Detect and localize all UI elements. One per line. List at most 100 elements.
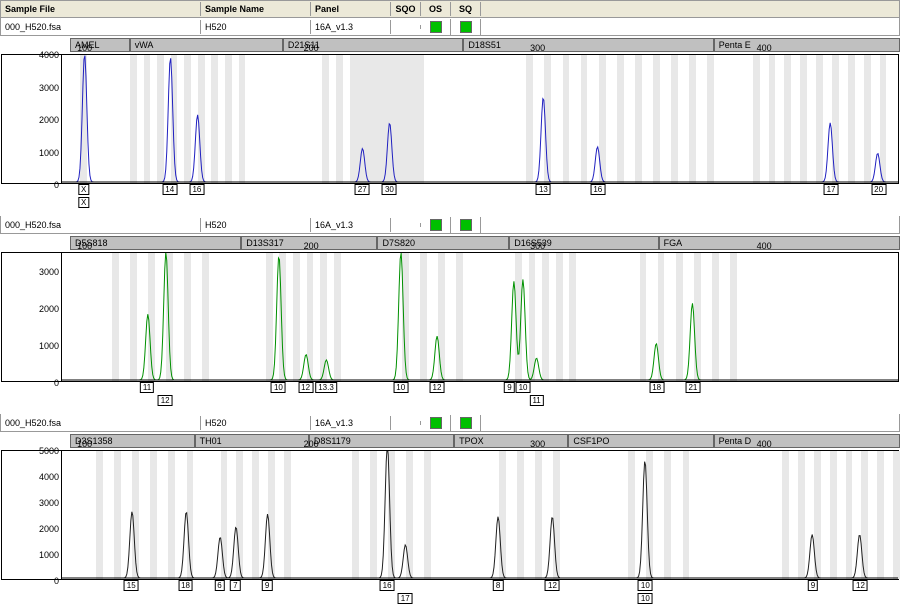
y-tick-label: 1000 <box>39 550 59 560</box>
status-green-icon <box>430 417 442 429</box>
locus-label[interactable]: Penta D <box>714 434 900 448</box>
electropherogram-chart[interactable]: 010002000300040005000100200300400 <box>1 450 899 580</box>
allele-call[interactable]: 10 <box>393 382 408 393</box>
allele-call[interactable]: 7 <box>230 580 240 591</box>
locus-label[interactable]: D8S1179 <box>309 434 454 448</box>
allele-call[interactable]: 20 <box>871 184 886 195</box>
allele-call[interactable]: 17 <box>398 593 413 604</box>
sample-file-cell: 000_H520.fsa <box>1 218 201 232</box>
plot-area <box>62 253 898 381</box>
col-os: OS <box>421 2 451 16</box>
electropherogram-chart[interactable]: 01000200030004000100200300400 <box>1 54 899 184</box>
allele-call[interactable]: 16 <box>189 184 204 195</box>
locus-label[interactable]: D7S820 <box>377 236 509 250</box>
electropherogram-chart[interactable]: 0100020003000100200300400 <box>1 252 899 382</box>
sq-indicator <box>451 19 481 35</box>
locus-label[interactable]: Penta E <box>714 38 900 52</box>
allele-call[interactable]: 16 <box>380 580 395 591</box>
panel-info-row: 000_H520.fsaH52016A_v1.3 <box>0 414 900 432</box>
allele-call[interactable]: 16 <box>590 184 605 195</box>
plot-area <box>62 55 898 183</box>
allele-call[interactable]: 10 <box>638 580 653 591</box>
allele-call[interactable]: 9 <box>504 382 514 393</box>
y-axis: 01000200030004000 <box>2 55 62 183</box>
y-tick-label: 3000 <box>39 498 59 508</box>
column-header-row: Sample File Sample Name Panel SQO OS SQ <box>0 0 900 18</box>
allele-call[interactable]: 21 <box>685 382 700 393</box>
x-tick-label: 100 <box>77 439 92 449</box>
sqo-indicator <box>391 25 421 29</box>
status-green-icon <box>460 417 472 429</box>
os-indicator <box>421 217 451 233</box>
allele-call-row: XX 14 16 27 30 13 16 17 20 <box>1 184 899 212</box>
x-tick-label: 400 <box>757 241 772 251</box>
allele-call[interactable]: 12 <box>298 382 313 393</box>
allele-call[interactable]: 12 <box>430 382 445 393</box>
x-tick-label: 100 <box>77 241 92 251</box>
allele-call[interactable]: 14 <box>162 184 177 195</box>
allele-call[interactable]: 15 <box>124 580 139 591</box>
allele-call[interactable]: 11 <box>529 395 543 406</box>
allele-call[interactable]: 9 <box>808 580 818 591</box>
allele-call[interactable]: 18 <box>649 382 664 393</box>
status-green-icon <box>460 21 472 33</box>
allele-call[interactable]: 8 <box>493 580 503 591</box>
allele-call[interactable]: 12 <box>545 580 560 591</box>
allele-call[interactable]: 12 <box>158 395 173 406</box>
sample-file-cell: 000_H520.fsa <box>1 20 201 34</box>
locus-label[interactable]: FGA <box>659 236 900 250</box>
y-tick-label: 4000 <box>39 472 59 482</box>
x-tick-label: 400 <box>757 43 772 53</box>
y-tick-label: 3000 <box>39 267 59 277</box>
sample-name-cell: H520 <box>201 218 311 232</box>
allele-call[interactable]: 10 <box>638 593 653 604</box>
locus-label[interactable]: CSF1PO <box>568 434 713 448</box>
status-green-icon <box>460 219 472 231</box>
locus-label[interactable]: vWA <box>130 38 283 52</box>
allele-call[interactable]: 9 <box>262 580 272 591</box>
allele-call[interactable]: X <box>78 197 89 208</box>
os-indicator <box>421 415 451 431</box>
allele-call[interactable]: 13.3 <box>315 382 337 393</box>
allele-call[interactable]: 18 <box>178 580 193 591</box>
locus-label[interactable]: TH01 <box>195 434 309 448</box>
y-tick-label: 2000 <box>39 304 59 314</box>
locus-label[interactable]: TPOX <box>454 434 568 448</box>
allele-call[interactable]: 6 <box>214 580 224 591</box>
x-tick-label: 300 <box>530 241 545 251</box>
allele-call[interactable]: 27 <box>355 184 370 195</box>
status-green-icon <box>430 21 442 33</box>
allele-call[interactable]: 17 <box>824 184 839 195</box>
locus-label[interactable]: D5S818 <box>70 236 241 250</box>
y-tick-label: 2000 <box>39 524 59 534</box>
allele-call[interactable]: X <box>78 184 89 195</box>
panel-name-cell: 16A_v1.3 <box>311 20 391 34</box>
status-green-icon <box>430 219 442 231</box>
allele-call[interactable]: 11 <box>140 382 154 393</box>
y-axis: 010002000300040005000 <box>2 451 62 579</box>
panel-name-cell: 16A_v1.3 <box>311 416 391 430</box>
y-tick-label: 4000 <box>39 50 59 60</box>
x-tick-label: 200 <box>304 241 319 251</box>
col-panel: Panel <box>311 2 391 16</box>
allele-call[interactable]: 10 <box>516 382 531 393</box>
allele-call[interactable]: 30 <box>382 184 397 195</box>
sqo-indicator <box>391 223 421 227</box>
allele-call-row: 15 18 67 9 1617 8 12 10 10 9 12 <box>1 580 899 608</box>
y-tick-label: 3000 <box>39 83 59 93</box>
locus-label[interactable]: D18S51 <box>463 38 713 52</box>
sample-file-cell: 000_H520.fsa <box>1 416 201 430</box>
sq-indicator <box>451 415 481 431</box>
allele-call[interactable]: 12 <box>853 580 868 591</box>
y-axis: 0100020003000 <box>2 253 62 381</box>
allele-call[interactable]: 13 <box>536 184 551 195</box>
x-tick-label: 100 <box>77 43 92 53</box>
plot-area <box>62 451 898 579</box>
panel-name-cell: 16A_v1.3 <box>311 218 391 232</box>
os-indicator <box>421 19 451 35</box>
trace-line <box>62 55 898 183</box>
col-sample-file: Sample File <box>1 2 201 16</box>
allele-call[interactable]: 10 <box>271 382 286 393</box>
sqo-indicator <box>391 421 421 425</box>
col-sq: SQ <box>451 2 481 16</box>
